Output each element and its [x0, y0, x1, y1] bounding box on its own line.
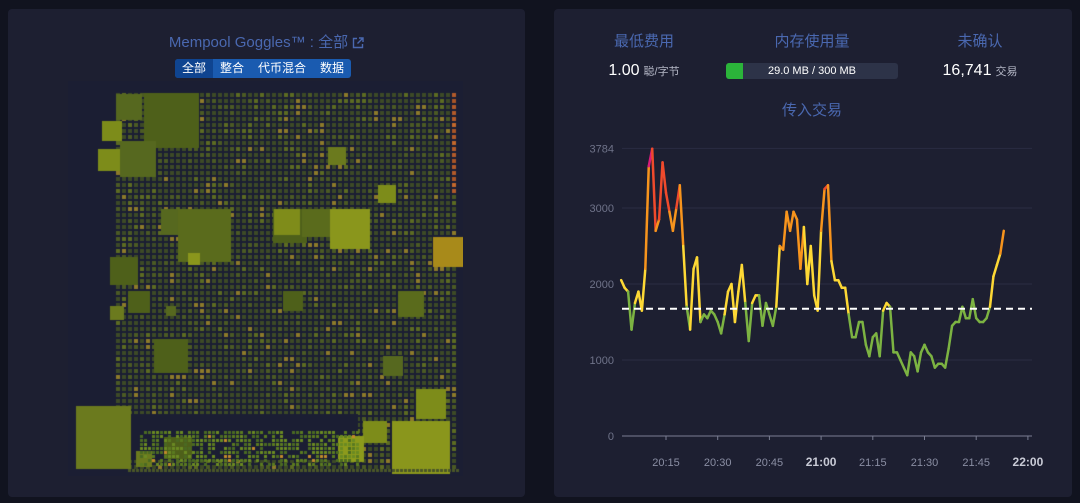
- series-segment: [861, 320, 868, 347]
- mempool-goggles-panel: Mempool Goggles™ : 全部 全部 整合 代币混合 数据: [8, 9, 525, 497]
- filter-tab-data[interactable]: 数据: [320, 61, 345, 75]
- series-segment: [792, 210, 799, 221]
- series-segment: [895, 351, 902, 362]
- series-segment: [923, 343, 930, 354]
- series-segment: [678, 183, 685, 248]
- series-segment: [943, 347, 950, 369]
- series-segment: [837, 278, 844, 290]
- series-segment: [988, 275, 995, 309]
- incoming-transactions-chart[interactable]: 0 1000 2000 3000 3784 20:15 20:30 20:45 21:00 21:…: [554, 9, 1072, 497]
- series-segment: [761, 301, 768, 328]
- series-segment: [626, 290, 633, 331]
- series-segment: [985, 305, 992, 320]
- memory-usage-text: 29.0 MB / 300 MB: [767, 65, 857, 77]
- series-segment: [906, 351, 912, 377]
- series-segment: [719, 313, 726, 335]
- x-tick-label: 21:45: [962, 457, 990, 469]
- series-segment: [706, 309, 713, 320]
- min-fee-number: 1.00: [608, 62, 640, 79]
- series-segment: [802, 225, 809, 286]
- series-segment: [730, 282, 737, 324]
- y-tick-label: 3000: [590, 203, 614, 215]
- series-segment: [878, 309, 885, 358]
- series-segment: [847, 313, 854, 339]
- unconfirmed-label: 未确认: [957, 33, 1003, 50]
- goggles-title[interactable]: Mempool Goggles™ : 全部: [8, 31, 525, 53]
- series-segment: [747, 301, 754, 343]
- series-segment: [899, 358, 906, 369]
- series-segment: [854, 320, 861, 339]
- series-segment: [650, 147, 657, 233]
- min-fee-value: 1.00 聪/字节: [584, 62, 704, 80]
- memory-usage-label: 内存使用量: [774, 33, 850, 50]
- x-tick-label: 21:00: [806, 455, 837, 469]
- x-tick-label: 20:45: [756, 457, 784, 469]
- series-segment: [771, 305, 778, 328]
- series-segment: [881, 301, 888, 312]
- series-segment: [695, 256, 702, 324]
- y-tick-label: 0: [608, 431, 614, 443]
- goggles-filter-tabs: 全部 整合 代币混合 数据: [175, 59, 352, 78]
- series-segment: [750, 294, 757, 305]
- series-segment: [661, 161, 668, 195]
- series-segment: [775, 244, 781, 309]
- series-segment: [992, 263, 999, 278]
- series-segment: [640, 267, 647, 312]
- series-segment: [843, 286, 850, 316]
- series-segment: [930, 354, 937, 369]
- unconfirmed-value: 16,741 交易: [920, 62, 1040, 80]
- y-tick-label: 2000: [590, 279, 614, 291]
- series-segment: [630, 301, 637, 331]
- series-segment: [657, 161, 664, 221]
- filter-tab-consolidation[interactable]: 整合: [220, 61, 245, 75]
- x-tick-label: 21:15: [859, 457, 887, 469]
- series-segment: [947, 324, 954, 350]
- series-segment: [740, 263, 747, 305]
- series-segment: [809, 244, 816, 297]
- memory-usage-fill: [726, 63, 743, 79]
- series-segment: [826, 183, 833, 263]
- series-segment: [733, 290, 740, 324]
- y-tick-label: 3784: [590, 143, 614, 155]
- series-segment: [757, 294, 764, 328]
- x-tick-label: 22:00: [1013, 455, 1044, 469]
- y-tick-label: 1000: [590, 355, 614, 367]
- min-fee-label: 最低费用: [613, 33, 674, 50]
- series-segment: [819, 187, 826, 233]
- x-tick-label: 20:30: [704, 457, 732, 469]
- series-segment: [671, 206, 678, 233]
- series-segment: [888, 305, 895, 354]
- series-segment: [995, 252, 1002, 267]
- series-segment: [681, 244, 688, 309]
- filter-tab-all[interactable]: 全部: [175, 59, 214, 78]
- series-segment: [619, 278, 626, 290]
- filter-tab-coinjoin[interactable]: 代币混合: [258, 61, 307, 75]
- series-segment: [999, 229, 1006, 255]
- x-tick-label: 21:30: [911, 457, 939, 469]
- series-segment: [688, 267, 695, 331]
- unconfirmed-count: 16,741: [942, 62, 992, 79]
- series-segment: [699, 313, 706, 324]
- series-segment: [788, 210, 795, 233]
- series-segment: [781, 210, 788, 252]
- series-segment: [816, 229, 823, 312]
- x-tick-label: 20:15: [652, 457, 680, 469]
- series-segment: [644, 164, 651, 271]
- external-link-icon[interactable]: [352, 36, 364, 53]
- goggles-title-text[interactable]: Mempool Goggles™ : 全部: [168, 34, 349, 51]
- series-segment: [723, 290, 730, 316]
- series-segment: [654, 218, 661, 233]
- series-segment: [868, 335, 875, 358]
- unconfirmed-unit: 交易: [995, 66, 1018, 78]
- mempool-block-treemap[interactable]: [68, 81, 463, 476]
- min-fee-unit: 聪/字节: [643, 66, 680, 78]
- series-segment: [830, 259, 837, 282]
- series-segment: [916, 351, 923, 373]
- incoming-transactions-title: 传入交易: [781, 102, 842, 119]
- series-segment: [664, 191, 671, 214]
- memory-usage-bar: 29.0 MB / 300 MB: [726, 63, 898, 79]
- series-segment: [713, 313, 719, 324]
- mempool-stats-panel: 最低费用 1.00 聪/字节 内存使用量 29.0 MB / 300 MB 未确认…: [554, 9, 1072, 497]
